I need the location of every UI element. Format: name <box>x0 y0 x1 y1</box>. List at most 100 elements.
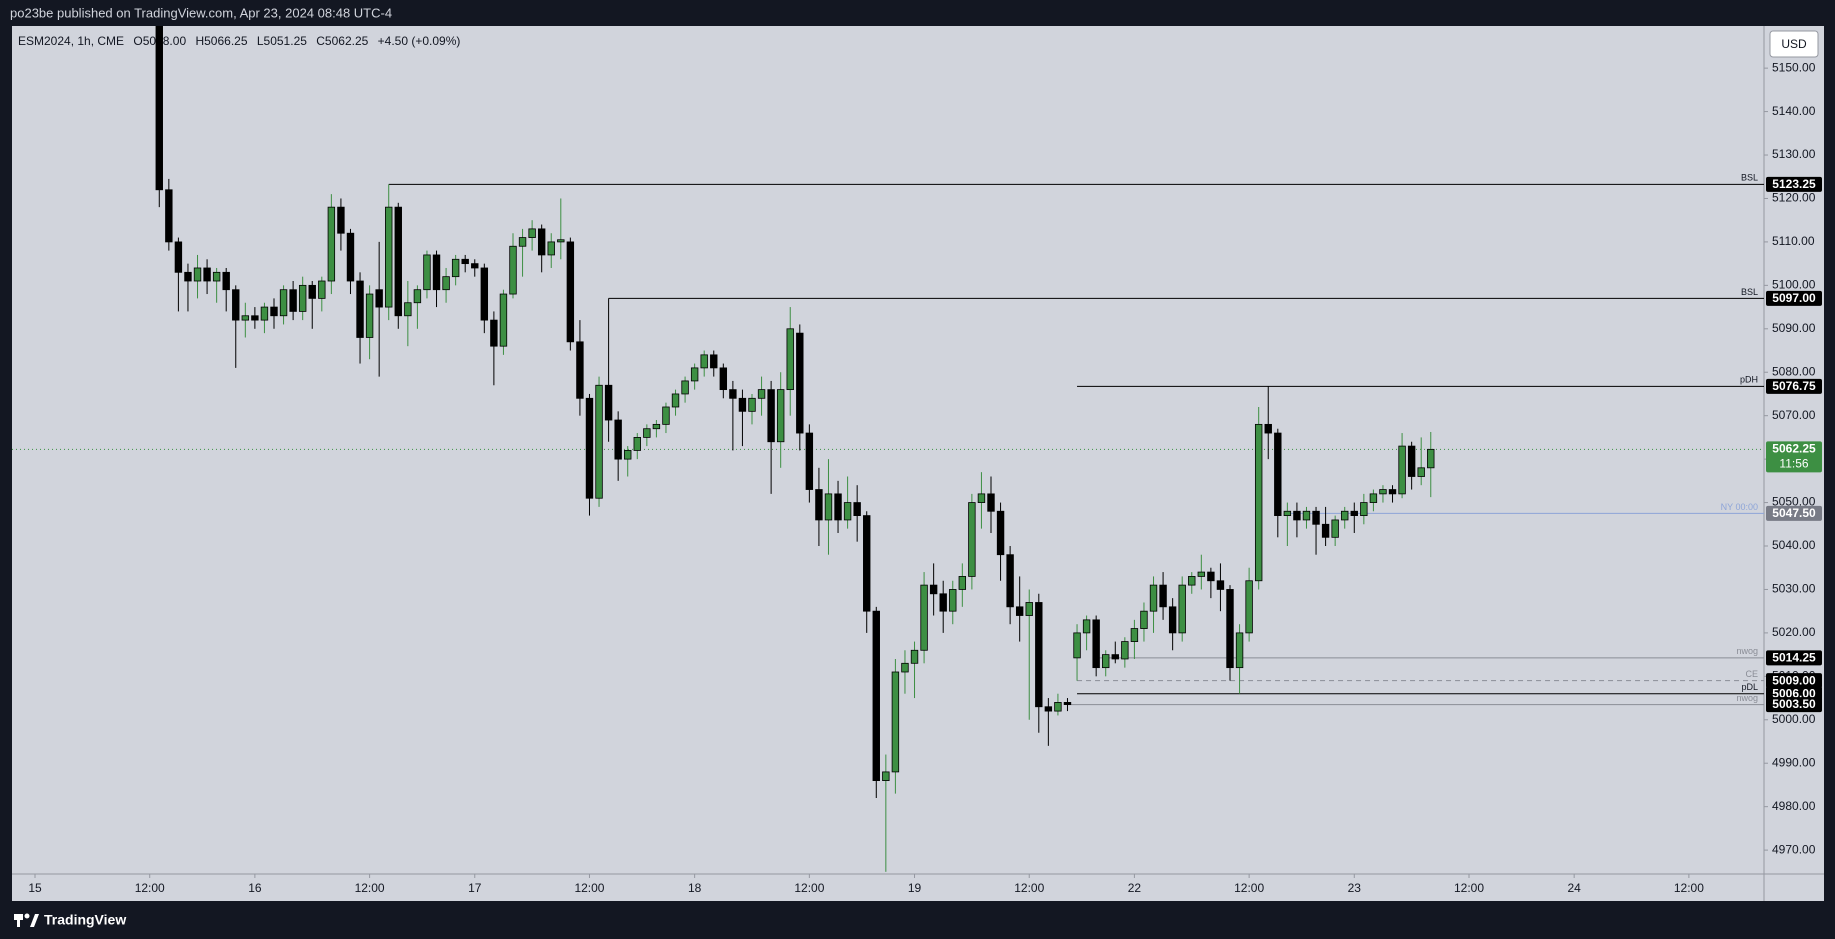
candle-body <box>480 267 489 321</box>
candle-body <box>977 493 986 503</box>
currency-button[interactable] <box>1769 30 1819 58</box>
candle-body <box>1293 510 1301 521</box>
candle-body <box>872 610 880 781</box>
level-price-label: 5097.00 <box>1772 291 1816 305</box>
level-name: NY 00:00 <box>1721 502 1758 512</box>
candle-body <box>1379 489 1387 495</box>
x-tick-label: 17 <box>468 881 482 895</box>
candle-body <box>757 389 766 399</box>
candle-body <box>987 493 995 512</box>
candle-body <box>863 515 871 612</box>
ohlc-close: C5062.25 <box>316 34 368 48</box>
candle-body <box>853 502 861 516</box>
candle-body <box>241 315 250 321</box>
level-price-label: 5123.25 <box>1772 177 1816 191</box>
level-price-label: 5014.25 <box>1772 651 1816 665</box>
candle-body <box>1350 510 1358 516</box>
candle-body <box>193 267 202 282</box>
x-tick-label: 23 <box>1348 881 1362 895</box>
candle-body <box>1130 628 1139 642</box>
x-tick-label: 12:00 <box>1014 881 1044 895</box>
candle-body <box>776 389 785 443</box>
candle-body <box>643 428 651 438</box>
candle-body <box>155 26 163 191</box>
candle-body <box>260 306 269 321</box>
candle-body <box>949 589 957 612</box>
y-tick-label: 5050.00 <box>1772 495 1816 509</box>
level-price-label: 5009.00 <box>1772 673 1816 687</box>
candle-body <box>729 389 737 399</box>
candle-body <box>356 280 364 338</box>
candle-body <box>719 367 728 391</box>
candle-body <box>499 293 508 347</box>
chart-area <box>12 26 1824 901</box>
candle-body <box>1092 619 1100 669</box>
candle-body <box>700 354 708 369</box>
candle-body <box>1121 641 1129 660</box>
candle-body <box>471 263 479 269</box>
candle-body <box>1283 510 1292 516</box>
candle-body <box>1149 584 1158 612</box>
candle-body <box>891 671 900 773</box>
level-price-box <box>1766 290 1822 306</box>
candle-body <box>537 228 546 256</box>
level-price-box <box>1766 505 1822 521</box>
ohlc-low: L5051.25 <box>257 34 307 48</box>
level-price-box <box>1766 650 1822 666</box>
y-tick-label: 4970.00 <box>1772 842 1816 856</box>
candle-body <box>1388 489 1397 495</box>
x-tick-label: 12:00 <box>574 881 604 895</box>
candle-body <box>1168 606 1177 634</box>
candle-body <box>805 432 814 490</box>
y-tick-label: 4990.00 <box>1772 755 1816 769</box>
candle-body <box>212 271 221 282</box>
y-tick-label: 5030.00 <box>1772 582 1816 596</box>
level-price-label: 5006.00 <box>1772 686 1816 700</box>
candle-body <box>1245 580 1253 634</box>
candle-body <box>251 315 259 321</box>
candle-body <box>308 284 316 299</box>
candle-body <box>958 576 967 590</box>
y-tick-label: 5090.00 <box>1772 321 1816 335</box>
candle-body <box>1398 445 1406 495</box>
level-price-label: 5076.75 <box>1772 379 1816 393</box>
x-tick-label: 22 <box>1128 881 1142 895</box>
candle-body <box>929 584 938 595</box>
currency-label[interactable]: USD <box>1781 37 1807 51</box>
candle-body <box>767 389 775 443</box>
y-tick-label: 5000.00 <box>1772 712 1816 726</box>
candle-body <box>1216 580 1225 590</box>
x-tick-label: 15 <box>28 881 42 895</box>
candle-body <box>232 289 240 321</box>
candle-body <box>1331 519 1339 538</box>
y-tick-label: 4980.00 <box>1772 799 1816 813</box>
candle-body <box>1369 493 1378 503</box>
candle-body <box>1054 702 1062 712</box>
candle-body <box>901 662 909 673</box>
candle-body <box>1140 610 1148 629</box>
candle-body <box>1015 606 1024 616</box>
candle-body <box>404 302 412 317</box>
level-price-box <box>1766 673 1822 689</box>
x-tick-label: 12:00 <box>1454 881 1484 895</box>
candle-body <box>910 649 919 664</box>
candle-body <box>748 397 756 412</box>
candle-body <box>738 397 747 412</box>
candle-body <box>633 437 641 451</box>
candle-body <box>1226 589 1234 669</box>
candle-body <box>394 206 402 317</box>
ohlc-high: H5066.25 <box>195 34 247 48</box>
last-price-box <box>1766 441 1822 473</box>
level-price-label: 5003.50 <box>1772 697 1816 711</box>
y-tick-label: 5120.00 <box>1772 191 1816 205</box>
candle-body <box>318 280 326 299</box>
candle-body <box>1006 554 1014 608</box>
candle-body <box>824 493 833 521</box>
candle-body <box>509 245 517 295</box>
candle-body <box>365 293 374 338</box>
candle-body <box>786 328 794 391</box>
candle-body <box>1035 602 1043 708</box>
candle-body <box>346 232 355 282</box>
